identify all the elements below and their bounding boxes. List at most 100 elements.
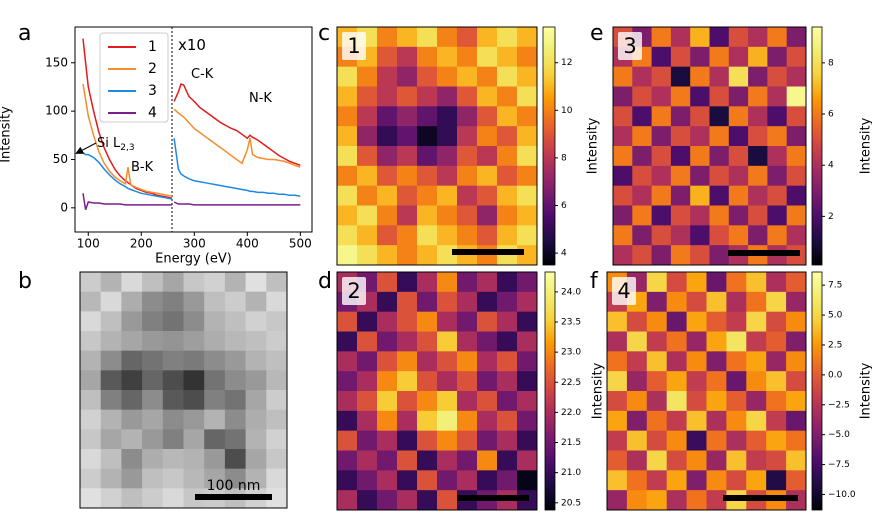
heatmap-cell [651, 245, 672, 266]
heatmap-cell [80, 350, 102, 371]
heatmap-cell [786, 46, 807, 68]
heatmap-cell [397, 126, 418, 147]
heatmap-cell [162, 311, 184, 332]
heatmap-cell [686, 490, 707, 511]
heatmap-cell [666, 311, 687, 332]
heatmap-cell [162, 409, 184, 430]
heatmap-cell [706, 311, 727, 332]
heatmap-cell [690, 27, 710, 48]
colorbar-tick-label: 23.0 [561, 348, 581, 358]
heatmap-cell [417, 106, 438, 127]
heatmap-cell [142, 468, 164, 489]
heatmap-cell [357, 470, 378, 491]
heatmap-cell [417, 86, 438, 107]
heatmap-cell [646, 391, 668, 412]
heatmap-cell [437, 490, 458, 511]
inset-label: 3 [623, 34, 636, 58]
heatmap-cell [497, 86, 518, 107]
x-tick-label: 200 [130, 237, 153, 251]
heatmap-cell [690, 165, 710, 187]
heatmap-cell [357, 205, 378, 226]
heatmap-cell [746, 430, 767, 451]
heatmap-cell [666, 410, 687, 432]
heatmap-cell [517, 66, 538, 87]
heatmap-cell [337, 106, 358, 127]
heatmap-cell [397, 165, 418, 187]
heatmap-cell [517, 27, 538, 48]
annotation-subscript: 2,3 [120, 143, 134, 153]
heatmap-cell [457, 46, 478, 68]
heatmap-cell [337, 331, 358, 352]
heatmap-cell [437, 450, 458, 471]
heatmap-cell [706, 430, 727, 451]
heatmap-cell [183, 409, 205, 430]
heatmap-cell [437, 391, 458, 412]
heatmap-cell [709, 46, 730, 68]
heatmap-cell [121, 468, 143, 489]
heatmap-cell [457, 430, 478, 451]
heatmap-cell [204, 429, 226, 450]
heatmap-cell [632, 165, 652, 187]
heatmap-cell [632, 106, 652, 127]
x-tick-label: 500 [289, 237, 312, 251]
heatmap-cell [266, 331, 288, 352]
heatmap-cell [517, 430, 538, 451]
heatmap-cell [80, 449, 102, 470]
heatmap-cell [377, 185, 398, 206]
heatmap-cell [497, 46, 518, 68]
heatmap-cell [477, 410, 498, 432]
heatmap-cell [397, 311, 418, 332]
heatmap-cell [497, 351, 518, 372]
heatmap-cell [670, 27, 691, 48]
heatmap-cell [767, 106, 788, 127]
heatmap-cell [204, 350, 226, 371]
heatmap-cell [786, 351, 807, 372]
heatmap-cell [121, 429, 143, 450]
heatmap-cell [651, 185, 672, 206]
heatmap-cell [80, 468, 102, 489]
heatmap-cell [706, 410, 727, 432]
heatmap-cell [767, 126, 788, 147]
series-line [82, 138, 301, 200]
heatmap-cell [497, 66, 518, 87]
heatmap-cell [121, 390, 143, 411]
heatmap-cell [632, 146, 652, 167]
heatmap-cell [204, 390, 226, 411]
heatmap-cell [686, 430, 707, 451]
heatmap-cell [709, 165, 730, 187]
colorbar-tick-label: 12 [561, 58, 572, 68]
heatmap-cell [767, 86, 788, 107]
heatmap-cell [766, 450, 787, 471]
heatmap-cell [357, 146, 378, 167]
colorbar-tick-label: 4 [561, 249, 567, 259]
heatmap-cell [477, 430, 498, 451]
inset-label: 4 [617, 279, 630, 303]
heatmap-cell [142, 291, 164, 312]
heatmap-cell [397, 272, 418, 293]
heatmap-cell [626, 311, 648, 332]
heatmap-cell [245, 468, 267, 489]
heatmap-cell [670, 245, 691, 266]
heatmap-cell [377, 351, 398, 372]
heatmap-cell [497, 146, 518, 167]
heatmap-cell [397, 430, 418, 451]
heatmap-cell [766, 391, 787, 412]
heatmap-cell [517, 272, 538, 293]
heatmap-cell [417, 272, 438, 293]
heatmap-cell [497, 165, 518, 187]
heatmap-cell [457, 410, 478, 432]
heatmap-cell [786, 272, 807, 293]
heatmap-cell [457, 311, 478, 332]
y-tick-label: 100 [45, 104, 68, 118]
heatmap-cell [417, 470, 438, 491]
heatmap-cell [224, 409, 246, 430]
heatmap-cell [245, 370, 267, 391]
heatmap-cell [162, 272, 184, 293]
x-axis-label: Energy (eV) [155, 252, 232, 267]
heatmap-cell [728, 146, 749, 167]
heatmap-cell [726, 430, 747, 451]
heatmap-cell [377, 430, 398, 451]
heatmap-cell [417, 430, 438, 451]
heatmap-cell [632, 185, 652, 206]
